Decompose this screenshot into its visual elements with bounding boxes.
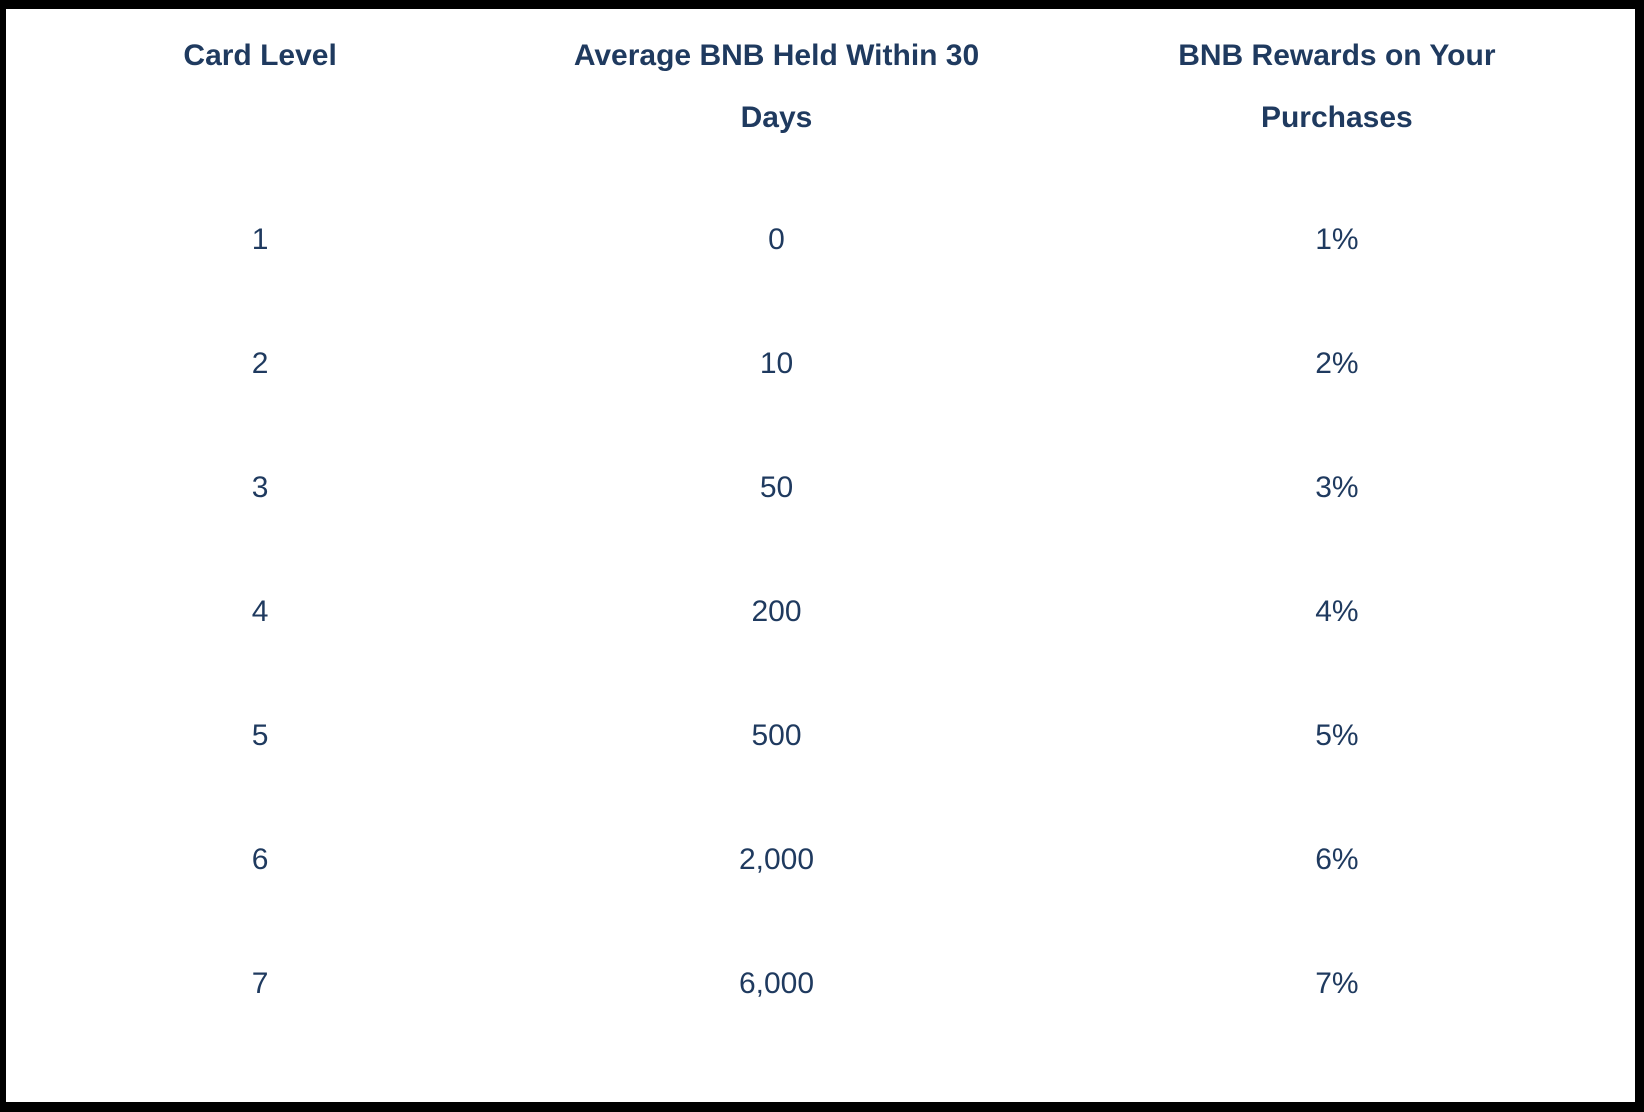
cell-avg-bnb-held: 50 [759,471,794,504]
cell-bnb-rewards: 7% [1315,967,1359,1000]
header-card-level: Card Level [6,25,514,178]
cell-card-level: 1 [251,223,269,256]
cell-avg-bnb-held: 10 [759,347,794,380]
cell-card-level: 3 [251,471,269,504]
header-average-bnb-held-label: Average BNB Held Within 30 Days [573,39,980,134]
table-header-row: Card Level Average BNB Held Within 30 Da… [6,9,1635,178]
table-row: 5 500 5% [6,674,1635,798]
table-row: 4 200 4% [6,550,1635,674]
cell-avg-bnb-held: 0 [768,223,785,256]
cell-bnb-rewards: 1% [1315,223,1359,256]
cell-avg-bnb-held: 6,000 [738,967,815,1000]
cell-bnb-rewards: 5% [1315,719,1359,752]
cell-avg-bnb-held: 500 [751,719,802,752]
card-level-table: Card Level Average BNB Held Within 30 Da… [6,9,1635,1102]
table-row: 7 6,000 7% [6,922,1635,1046]
table-row: 6 2,000 6% [6,798,1635,922]
cell-bnb-rewards: 4% [1315,595,1359,628]
cell-card-level: 4 [251,595,269,628]
table-row: 1 0 1% [6,178,1635,302]
cell-card-level: 5 [251,719,269,752]
table-row: 2 10 2% [6,302,1635,426]
cell-avg-bnb-held: 200 [751,595,802,628]
cell-card-level: 7 [251,967,269,1000]
header-card-level-label: Card Level [183,39,337,72]
cell-card-level: 6 [251,843,269,876]
cell-bnb-rewards: 2% [1315,347,1359,380]
header-bnb-rewards: BNB Rewards on Your Purchases [1039,25,1635,178]
cell-avg-bnb-held: 2,000 [738,843,815,876]
cell-bnb-rewards: 6% [1315,843,1359,876]
cell-bnb-rewards: 3% [1315,471,1359,504]
header-bnb-rewards-label: BNB Rewards on Your Purchases [1178,39,1496,134]
header-average-bnb-held: Average BNB Held Within 30 Days [514,25,1039,178]
content-panel: Card Level Average BNB Held Within 30 Da… [6,9,1635,1102]
table-row: 3 50 3% [6,426,1635,550]
cell-card-level: 2 [251,347,269,380]
